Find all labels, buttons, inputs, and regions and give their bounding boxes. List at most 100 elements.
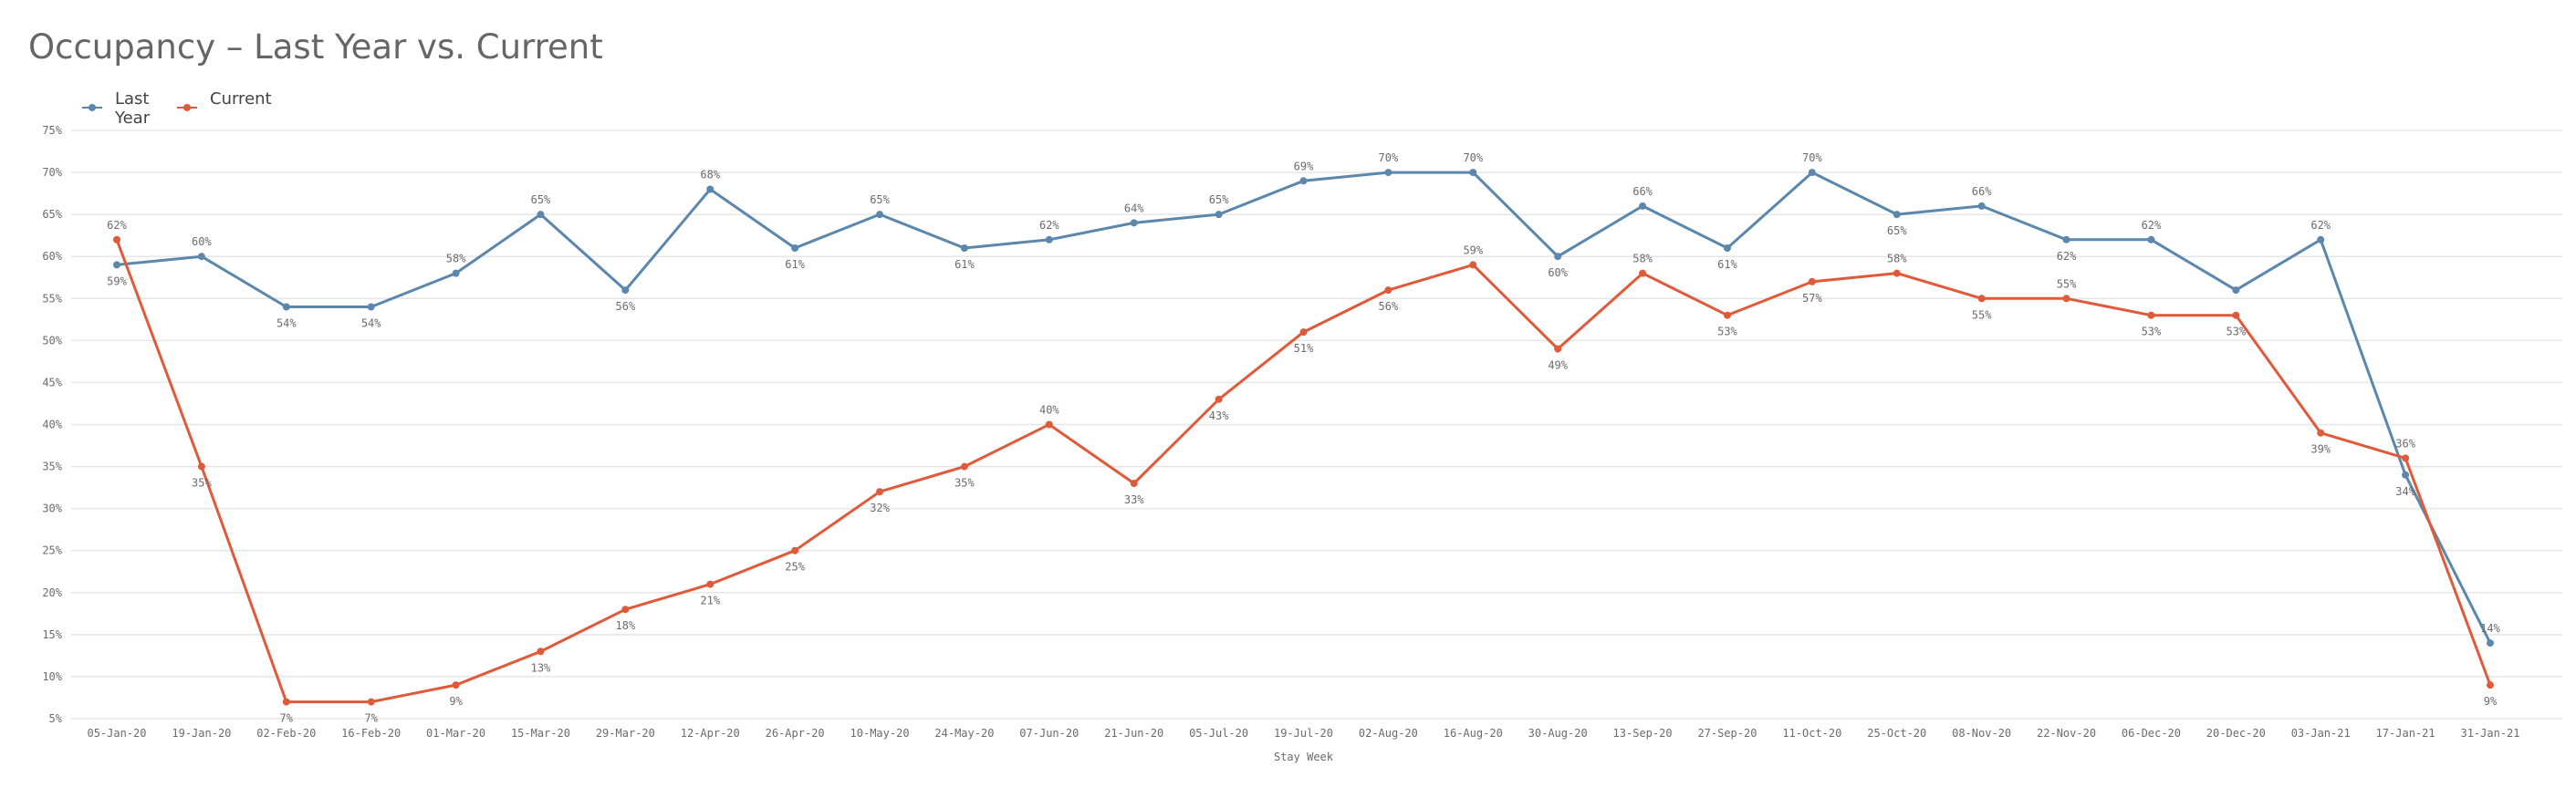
- data-label-current: 55%: [1972, 308, 1992, 321]
- x-tick-label: 02-Aug-20: [1359, 727, 1418, 740]
- data-point-last-year: [1554, 253, 1562, 261]
- data-label-last-year: 65%: [1887, 224, 1907, 237]
- data-point-last-year: [2487, 639, 2494, 648]
- data-label-last-year: 61%: [785, 258, 805, 271]
- data-point-current: [1723, 311, 1731, 319]
- data-point-current: [621, 606, 630, 614]
- data-label-last-year: 65%: [1209, 193, 1229, 206]
- x-tick-label: 03-Jan-21: [2291, 727, 2351, 740]
- data-point-current: [2062, 295, 2070, 303]
- data-label-current: 7%: [364, 712, 378, 725]
- data-label-last-year: 60%: [1548, 266, 1568, 279]
- data-label-current: 9%: [449, 695, 463, 708]
- data-point-last-year: [1045, 235, 1053, 244]
- data-point-current: [1384, 286, 1392, 295]
- x-tick-label: 08-Nov-20: [1952, 727, 2011, 740]
- legend-item-last-year[interactable]: Last Year: [82, 89, 170, 128]
- data-point-current: [1045, 420, 1053, 429]
- x-tick-label: 15-Mar-20: [511, 727, 570, 740]
- data-point-last-year: [706, 185, 714, 193]
- y-tick-label: 45%: [42, 376, 62, 389]
- x-tick-label: 02-Feb-20: [256, 727, 316, 740]
- data-point-current: [2232, 311, 2240, 319]
- data-label-last-year: 70%: [1802, 151, 1822, 164]
- x-tick-label: 20-Dec-20: [2206, 727, 2266, 740]
- data-point-last-year: [2062, 235, 2070, 244]
- data-label-current: 49%: [1548, 359, 1568, 372]
- data-point-current: [113, 235, 120, 244]
- legend-item-current[interactable]: Current: [177, 89, 272, 113]
- data-point-current: [1130, 480, 1138, 487]
- data-point-last-year: [1893, 211, 1901, 219]
- data-label-last-year: 66%: [1972, 185, 1992, 198]
- y-tick-label: 60%: [42, 250, 62, 263]
- data-label-current: 40%: [1039, 404, 1059, 417]
- data-point-last-year: [1215, 211, 1223, 219]
- data-point-current: [960, 462, 968, 471]
- x-tick-label: 12-Apr-20: [681, 727, 740, 740]
- data-point-current: [197, 462, 205, 471]
- legend-label-last-year: Last Year: [115, 89, 151, 128]
- legend-symbol-last-year: [82, 102, 102, 113]
- x-tick-label: 19-Jan-20: [172, 727, 231, 740]
- data-label-last-year: 62%: [1039, 219, 1059, 232]
- data-point-last-year: [367, 303, 375, 311]
- data-point-current: [282, 698, 290, 706]
- data-point-current: [791, 546, 799, 554]
- y-tick-label: 70%: [42, 166, 62, 179]
- x-tick-label: 19-Jul-20: [1274, 727, 1333, 740]
- y-tick-label: 25%: [42, 544, 62, 557]
- data-label-current: 35%: [954, 477, 975, 490]
- data-point-last-year: [1977, 202, 1986, 210]
- y-tick-label: 15%: [42, 628, 62, 641]
- data-label-last-year: 69%: [1294, 160, 1314, 172]
- data-point-last-year: [1299, 177, 1308, 185]
- data-point-current: [2317, 429, 2325, 437]
- x-tick-label: 13-Sep-20: [1613, 727, 1673, 740]
- legend-label-current: Current: [210, 89, 272, 109]
- data-label-last-year: 61%: [954, 258, 975, 271]
- data-point-current: [1215, 395, 1223, 403]
- data-label-last-year: 58%: [446, 253, 466, 265]
- data-point-current: [367, 698, 375, 706]
- data-label-last-year: 59%: [107, 275, 127, 287]
- x-tick-label: 27-Sep-20: [1697, 727, 1757, 740]
- data-point-last-year: [2317, 235, 2325, 244]
- data-label-current: 33%: [1124, 493, 1144, 506]
- data-point-current: [1893, 269, 1901, 277]
- data-label-current: 51%: [1294, 342, 1314, 355]
- data-label-current: 39%: [2310, 443, 2331, 456]
- x-tick-label: 16-Aug-20: [1444, 727, 1503, 740]
- x-tick-label: 16-Feb-20: [341, 727, 401, 740]
- data-point-last-year: [1808, 169, 1816, 177]
- data-point-current: [1977, 295, 1986, 303]
- data-point-last-year: [2232, 286, 2240, 295]
- data-point-last-year: [791, 244, 799, 252]
- data-point-last-year: [621, 286, 630, 295]
- x-tick-label: 07-Jun-20: [1019, 727, 1079, 740]
- data-point-current: [1639, 269, 1647, 277]
- data-label-last-year: 66%: [1632, 185, 1653, 198]
- data-point-last-year: [282, 303, 290, 311]
- data-point-current: [1299, 328, 1308, 337]
- series-line-last-year: [116, 171, 2492, 644]
- data-label-last-year: 56%: [616, 300, 636, 313]
- data-point-current: [452, 681, 460, 689]
- data-point-last-year: [197, 253, 205, 261]
- data-point-last-year: [2147, 235, 2155, 244]
- y-tick-label: 10%: [42, 670, 62, 683]
- data-label-current: 18%: [616, 619, 636, 632]
- data-label-last-year: 68%: [700, 169, 720, 181]
- x-tick-label: 11-Oct-20: [1782, 727, 1841, 740]
- data-point-current: [2402, 454, 2410, 462]
- x-axis-title: Stay Week: [1274, 751, 1334, 763]
- data-point-last-year: [1130, 219, 1138, 227]
- y-tick-label: 55%: [42, 292, 62, 305]
- data-point-last-year: [1384, 169, 1392, 177]
- x-tick-label: 05-Jul-20: [1189, 727, 1248, 740]
- x-tick-label: 06-Dec-20: [2122, 727, 2181, 740]
- data-label-current: 36%: [2395, 437, 2415, 450]
- y-tick-label: 40%: [42, 419, 62, 431]
- y-tick-label: 35%: [42, 461, 62, 473]
